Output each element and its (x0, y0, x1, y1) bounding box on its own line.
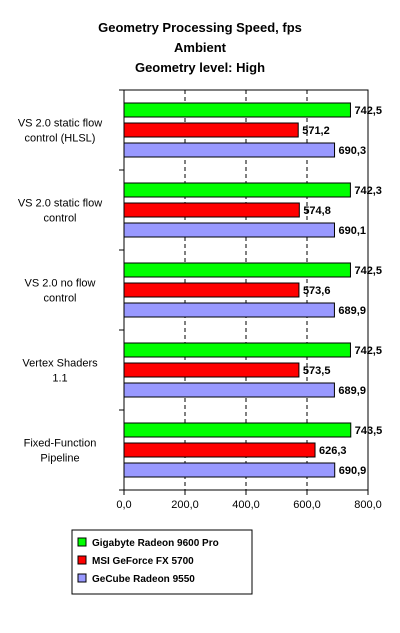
legend-box (71, 529, 253, 595)
bar-gecube (123, 462, 336, 478)
bar-gigabyte (123, 102, 351, 118)
data-label: 742,5 (354, 265, 382, 277)
data-label: 571,2 (302, 125, 330, 137)
x-tick-label: 0,0 (116, 499, 131, 511)
x-tick-label: 400,0 (232, 499, 260, 511)
category-label: Fixed-Function (24, 438, 97, 450)
legend-label: GeCube Radeon 9550 (92, 574, 195, 585)
chart-title-line: Ambient (174, 40, 227, 55)
legend-label: Gigabyte Radeon 9600 Pro (92, 538, 219, 549)
bar-gecube (123, 222, 335, 238)
bar-gigabyte (123, 422, 352, 438)
category-label: 1.1 (52, 373, 67, 385)
data-label: 689,9 (338, 305, 366, 317)
category-label: control (43, 213, 76, 225)
legend-label: MSI GeForce FX 5700 (92, 556, 194, 567)
data-label: 626,3 (319, 445, 347, 457)
bar-msi (123, 282, 300, 298)
bar-gigabyte (123, 182, 351, 198)
bar-msi (123, 202, 300, 218)
bar-gigabyte (123, 262, 351, 278)
data-label: 742,5 (354, 105, 382, 117)
data-label: 743,5 (355, 425, 383, 437)
data-label: 690,9 (339, 465, 367, 477)
data-label: 742,5 (354, 345, 382, 357)
data-label: 689,9 (338, 385, 366, 397)
category-label: control (HLSL) (25, 133, 96, 145)
data-label: 574,8 (303, 205, 331, 217)
data-label: 573,5 (303, 365, 331, 377)
x-tick-label: 800,0 (354, 499, 382, 511)
legend-swatch (77, 555, 87, 565)
bar-gecube (123, 302, 335, 318)
chart-title-line: Geometry Processing Speed, fps (98, 20, 302, 35)
bar-gecube (123, 382, 335, 398)
category-label: Pipeline (40, 453, 79, 465)
data-label: 742,3 (354, 185, 382, 197)
category-label: VS 2.0 static flow (18, 198, 102, 210)
category-label: VS 2.0 no flow (25, 278, 96, 290)
bar-msi (123, 122, 299, 138)
bar-msi (123, 442, 316, 458)
bar-msi (123, 362, 300, 378)
chart-title-line: Geometry level: High (135, 60, 265, 75)
data-label: 573,6 (303, 285, 331, 297)
data-label: 690,1 (338, 225, 366, 237)
category-label: Vertex Shaders (22, 358, 98, 370)
category-label: control (43, 293, 76, 305)
legend-swatch (77, 573, 87, 583)
data-label: 690,3 (339, 145, 367, 157)
bar-gigabyte (123, 342, 351, 358)
x-tick-label: 600,0 (293, 499, 321, 511)
legend-swatch (77, 537, 87, 547)
category-label: VS 2.0 static flow (18, 118, 102, 130)
bar-gecube (123, 142, 336, 158)
x-tick-label: 200,0 (171, 499, 199, 511)
